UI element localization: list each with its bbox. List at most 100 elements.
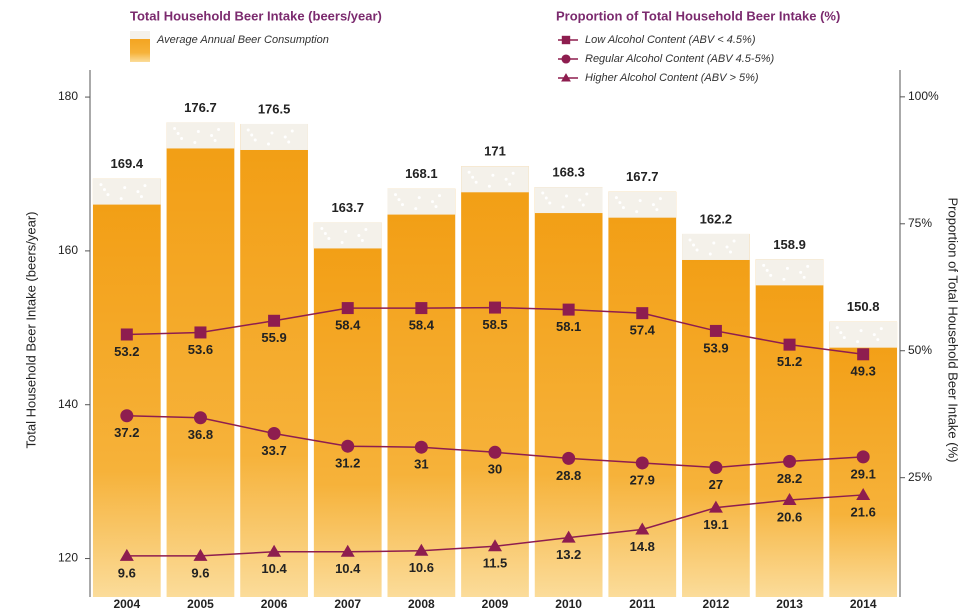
marker — [120, 328, 133, 341]
bubble — [695, 248, 699, 252]
marker — [119, 548, 134, 561]
marker — [782, 493, 797, 506]
foam — [461, 166, 529, 193]
bubble — [802, 275, 806, 279]
data-label: 21.6 — [851, 504, 876, 519]
bubble — [658, 197, 662, 201]
bubble — [835, 326, 839, 330]
data-label: 13.2 — [556, 547, 581, 562]
bubble — [139, 195, 143, 199]
bubble — [119, 197, 123, 201]
foam — [755, 259, 824, 286]
marker — [562, 451, 576, 465]
bubble — [806, 264, 810, 268]
data-label: 176.7 — [184, 100, 217, 115]
bubble — [614, 196, 618, 200]
bubble — [123, 186, 127, 190]
bubble — [136, 190, 140, 194]
y2-tick-label: 50% — [908, 343, 932, 357]
bubble — [99, 183, 103, 187]
legend-title: Total Household Beer Intake (beers/year) — [130, 8, 382, 23]
bubble — [876, 338, 880, 342]
bubble — [266, 142, 270, 146]
bubble — [879, 327, 883, 331]
data-label: 169.4 — [111, 156, 144, 171]
bubble — [729, 250, 733, 254]
y-tick-label: 120 — [58, 551, 78, 565]
bar — [166, 122, 235, 598]
data-label: 28.8 — [556, 468, 581, 483]
foam — [829, 321, 898, 348]
bubble — [688, 238, 692, 242]
bubble — [708, 252, 712, 256]
x-tick-label: 2004 — [113, 597, 140, 611]
bubble — [417, 196, 421, 200]
x-tick-label: 2007 — [334, 597, 361, 611]
bubble — [732, 239, 736, 243]
bubble — [438, 194, 442, 198]
bubble — [581, 203, 585, 207]
bar — [461, 166, 529, 597]
bubble — [196, 129, 200, 133]
data-label: 176.5 — [258, 101, 291, 116]
data-label: 14.8 — [630, 539, 655, 554]
foam — [682, 233, 750, 260]
bar — [682, 233, 750, 597]
bubble — [872, 333, 876, 337]
data-label: 29.1 — [851, 466, 876, 481]
data-label: 27 — [709, 477, 723, 492]
bubble — [565, 194, 569, 198]
data-label: 27.9 — [630, 472, 655, 487]
y-axis-title: Total Household Beer Intake (beers/year) — [23, 211, 38, 448]
marker — [488, 445, 502, 459]
legend-marker — [561, 35, 571, 45]
bubble — [511, 171, 515, 175]
foam — [166, 122, 235, 149]
marker — [635, 522, 650, 535]
data-label: 53.6 — [188, 342, 213, 357]
marker — [340, 544, 355, 557]
marker — [341, 302, 354, 315]
marker — [267, 544, 282, 557]
bubble — [561, 205, 565, 209]
legend-foam — [130, 31, 150, 39]
bar — [92, 178, 161, 597]
data-label: 162.2 — [700, 211, 733, 226]
bubble — [762, 263, 766, 267]
bubble — [323, 231, 327, 235]
data-label: 158.9 — [773, 237, 806, 252]
marker — [120, 409, 134, 423]
data-label: 168.3 — [552, 164, 585, 179]
bubble — [176, 131, 180, 135]
data-label: 49.3 — [851, 364, 876, 379]
y-tick-label: 140 — [58, 397, 78, 411]
bubble — [842, 336, 846, 340]
y-tick-label: 180 — [58, 89, 78, 103]
x-tick-label: 2012 — [703, 597, 730, 611]
bubble — [393, 193, 397, 197]
x-tick-label: 2008 — [408, 597, 435, 611]
y2-tick-label: 25% — [908, 470, 932, 484]
bubble — [548, 201, 552, 205]
bubble — [712, 241, 716, 245]
marker — [488, 539, 502, 552]
bubble — [253, 138, 257, 142]
marker — [783, 454, 797, 468]
bar — [755, 259, 824, 597]
marker — [561, 530, 576, 543]
bubble — [290, 129, 294, 133]
bar — [387, 188, 456, 598]
bubble — [487, 184, 491, 188]
bubble — [621, 206, 625, 210]
bubble — [364, 227, 368, 231]
bar — [240, 123, 308, 597]
legend-marker — [561, 54, 571, 64]
data-label: 10.4 — [335, 561, 361, 576]
bubble — [320, 226, 324, 230]
marker — [415, 302, 428, 315]
bubble — [782, 277, 786, 281]
bubble — [217, 127, 221, 131]
data-label: 9.6 — [118, 565, 136, 580]
data-label: 19.1 — [703, 517, 728, 532]
legend-label: Low Alcohol Content (ABV < 4.5%) — [585, 34, 756, 46]
